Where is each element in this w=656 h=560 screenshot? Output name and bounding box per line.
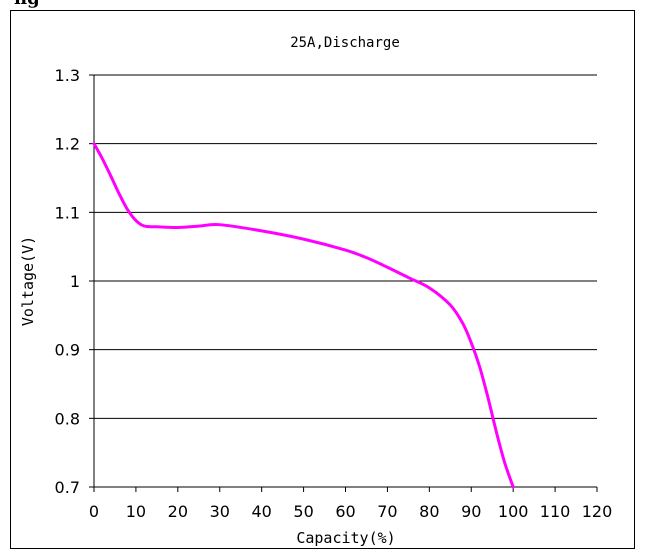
x-tick-label: 70 — [377, 502, 397, 521]
chart-title: 25A,Discharge — [290, 35, 400, 51]
y-tick-label: 1.2 — [55, 135, 80, 154]
label-layer: 0.7 0.8 0.9 1 1.1 1.2 1.3 0 10 20 30 40 50 60 70 80 90 10… — [55, 66, 613, 521]
x-tick-label: 120 — [582, 502, 613, 521]
x-tick-label: 30 — [210, 502, 230, 521]
x-tick-label: 80 — [419, 502, 439, 521]
series-layer — [94, 144, 513, 487]
y-tick-label: 0.9 — [55, 341, 80, 360]
x-tick-label: 20 — [168, 502, 188, 521]
x-tick-label: 10 — [126, 502, 146, 521]
x-tick-label: 60 — [335, 502, 355, 521]
y-tick-label: 1 — [70, 272, 80, 291]
discharge-series-line — [94, 144, 513, 487]
y-tick-label: 1.3 — [55, 66, 80, 85]
y-tick-label: 0.7 — [55, 478, 80, 497]
x-tick-label: 40 — [251, 502, 271, 521]
x-tick-label: 110 — [540, 502, 571, 521]
x-tick-label: 90 — [461, 502, 481, 521]
axes-layer — [89, 75, 597, 492]
x-tick-label: 50 — [293, 502, 313, 521]
x-tick-label: 100 — [498, 502, 529, 521]
y-axis-label: Voltage(V) — [19, 236, 37, 326]
y-tick-label: 1.1 — [55, 203, 80, 222]
x-tick-label: 0 — [89, 502, 99, 521]
x-axis-label: Capacity(%) — [296, 529, 395, 547]
grid-layer — [94, 75, 597, 418]
y-tick-label: 0.8 — [55, 409, 80, 428]
